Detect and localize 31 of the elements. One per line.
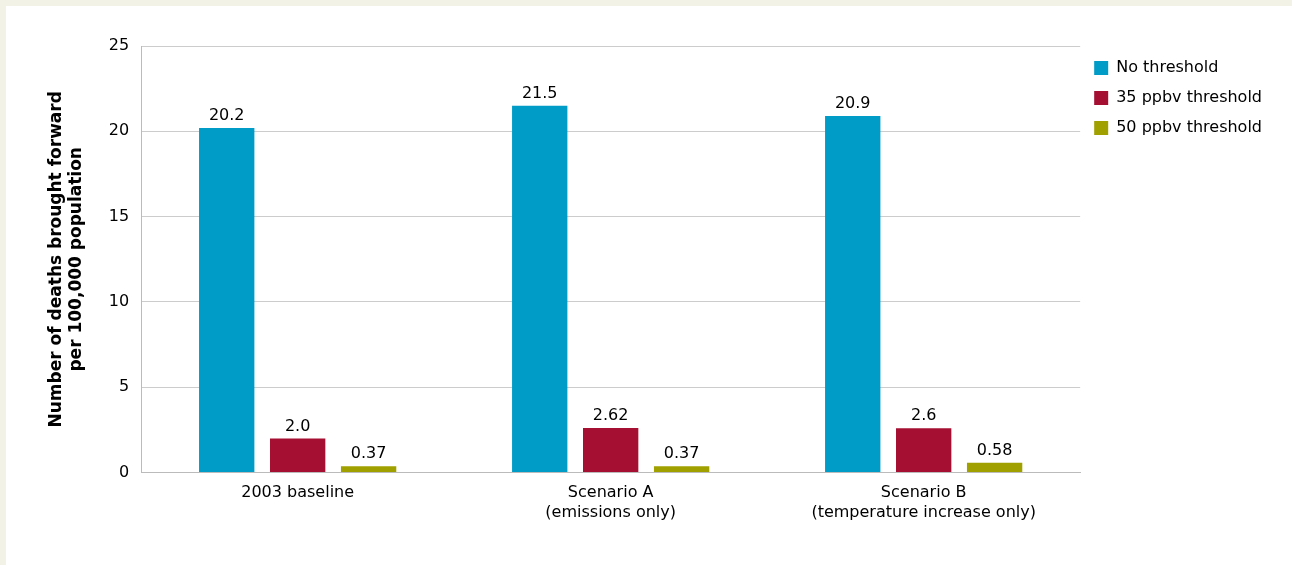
legend-label: 35 ppbv threshold xyxy=(1116,87,1263,107)
data-label: 0.37 xyxy=(663,443,700,463)
legend-label: 50 ppbv threshold xyxy=(1116,117,1263,137)
bar xyxy=(583,427,639,473)
bar xyxy=(825,115,881,473)
bar xyxy=(896,428,952,473)
bar xyxy=(269,438,326,473)
x-tick-label: Scenario B (temperature increase only) xyxy=(811,482,1036,521)
x-tick-label: Scenario A (emissions only) xyxy=(545,482,677,521)
data-label: 21.5 xyxy=(521,82,558,102)
y-tick-label: 5 xyxy=(118,376,130,396)
x-tick-label: 2003 baseline xyxy=(241,482,355,502)
y-tick-label: 15 xyxy=(108,205,130,225)
bar xyxy=(340,466,397,473)
bar xyxy=(512,105,568,473)
data-label: 2.6 xyxy=(910,405,937,425)
data-label: 2.0 xyxy=(284,415,311,435)
data-label: 2.62 xyxy=(592,405,629,425)
y-tick-label: 25 xyxy=(108,35,130,55)
bar xyxy=(199,127,255,473)
bar xyxy=(653,466,710,473)
legend-label: No threshold xyxy=(1116,57,1219,77)
bar xyxy=(966,462,1023,473)
data-label: 20.9 xyxy=(834,93,871,113)
y-tick-label: 20 xyxy=(108,120,130,140)
y-axis-title: Number of deaths brought forward per 100,000 population xyxy=(44,91,86,428)
data-label: 0.58 xyxy=(976,439,1013,459)
data-label: 0.37 xyxy=(350,443,387,463)
y-tick-label: 0 xyxy=(118,461,130,481)
data-label: 20.2 xyxy=(208,105,245,125)
y-tick-label: 10 xyxy=(108,291,130,311)
